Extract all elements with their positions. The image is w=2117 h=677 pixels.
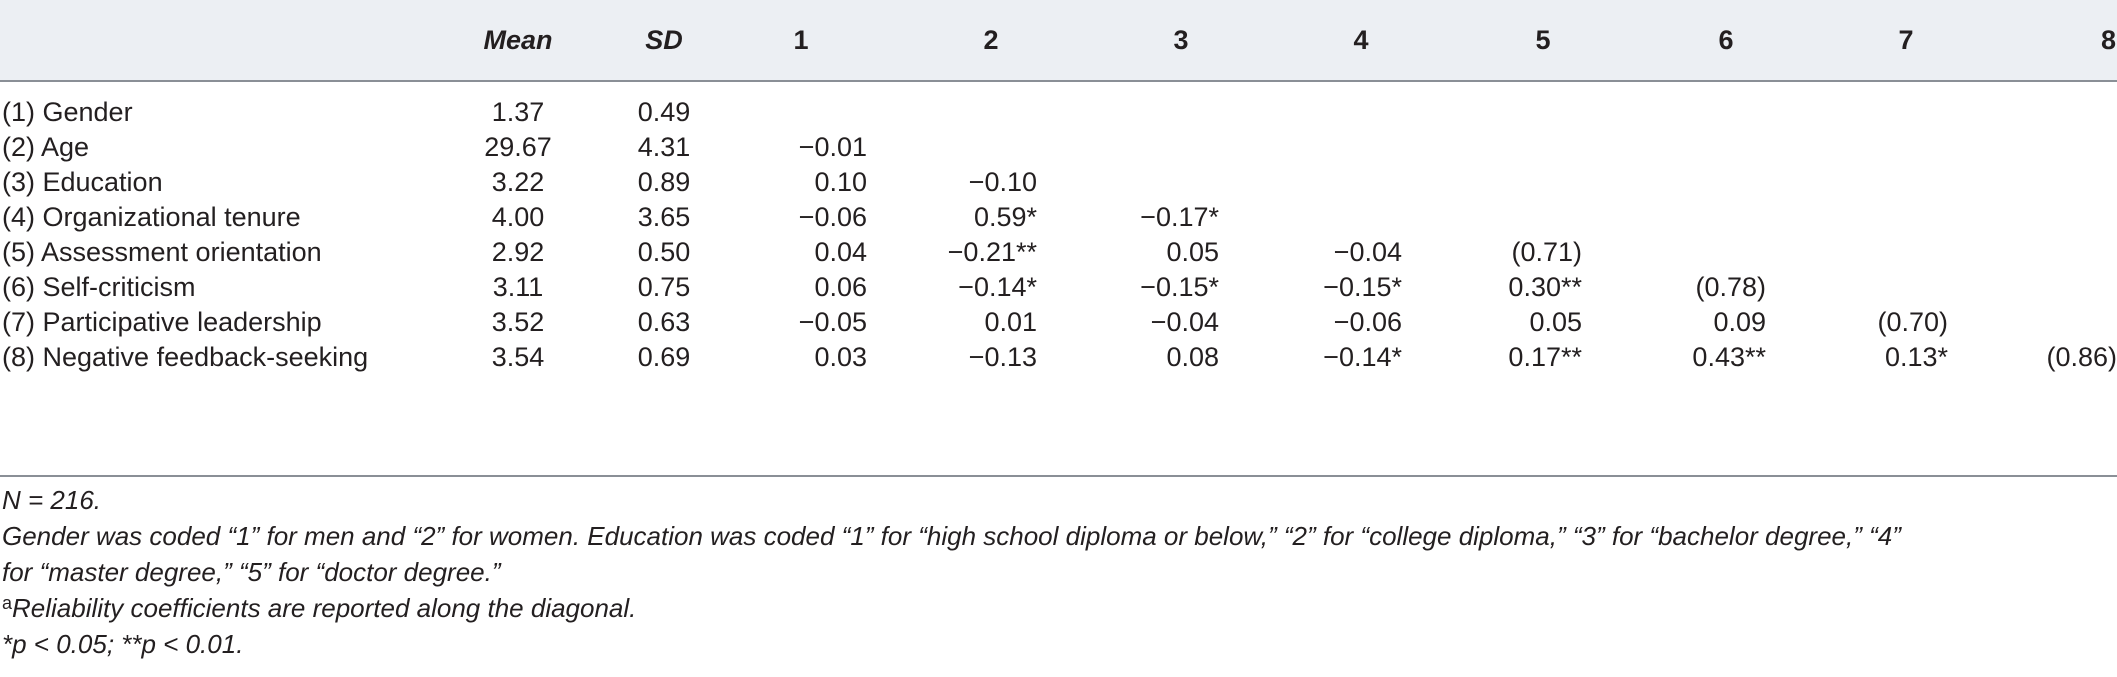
row-corr-col-8: (0.86)	[2046, 342, 2117, 372]
table-row: (5) Assessment orientation 2.92 0.50 0.04 −0…	[0, 229, 2117, 276]
header-sd: SD	[645, 25, 683, 55]
row-mean: 3.52	[491, 307, 545, 337]
row-label: (2) Age	[2, 132, 90, 162]
header-col-1: 1	[793, 25, 809, 55]
table-top-rule	[0, 80, 2117, 82]
table-row: (1) Gender 1.37 0.49	[0, 89, 2117, 136]
row-corr-col-1: 0.04	[814, 237, 867, 267]
row-mean: 3.11	[492, 272, 544, 302]
table-row: (6) Self-criticism 3.11 0.75 0.06 −0.14* −0.1…	[0, 264, 2117, 311]
row-corr-col-3: 0.08	[1166, 342, 1219, 372]
row-corr-col-4: −0.04	[1333, 237, 1402, 267]
row-corr-col-4: −0.15*	[1323, 272, 1402, 302]
row-sd: 0.89	[637, 167, 691, 197]
note-reliability: aReliability coefficients are reported a…	[2, 590, 2112, 626]
row-corr-col-1: 0.06	[814, 272, 867, 302]
row-label: (6) Self-criticism	[2, 272, 196, 302]
row-sd: 3.65	[637, 202, 691, 232]
row-label: (7) Participative leadership	[2, 307, 322, 337]
table-notes: N = 216. Gender was coded “1” for men an…	[2, 482, 2112, 662]
header-col-3: 3	[1173, 25, 1189, 55]
header-col-7: 7	[1898, 25, 1914, 55]
row-corr-col-5: 0.17**	[1508, 342, 1582, 372]
row-corr-col-5: 0.30**	[1508, 272, 1582, 302]
table-row: (8) Negative feedback-seeking 3.54 0.69 0.0…	[0, 334, 2117, 381]
note-reliability-text: Reliability coefficients are reported al…	[12, 593, 637, 623]
row-corr-col-6: 0.43**	[1692, 342, 1766, 372]
row-corr-col-3: −0.15*	[1140, 272, 1219, 302]
table-row: (3) Education 3.22 0.89 0.10 −0.10	[0, 159, 2117, 206]
note-significance: *p < 0.05; **p < 0.01.	[2, 629, 244, 659]
row-corr-col-7: 0.13*	[1884, 342, 1948, 372]
header-col-2: 2	[983, 25, 999, 55]
row-corr-col-4: −0.14*	[1323, 342, 1402, 372]
note-sample-size: N = 216.	[2, 485, 102, 515]
row-sd: 0.49	[637, 97, 691, 127]
row-corr-col-2: −0.21**	[947, 237, 1037, 267]
note-reliability-mark: a	[2, 593, 13, 613]
row-corr-col-3: −0.17*	[1140, 202, 1219, 232]
table-row: (7) Participative leadership 3.52 0.63 −0.0…	[0, 299, 2117, 346]
row-corr-col-2: −0.10	[968, 167, 1037, 197]
row-corr-col-2: −0.13	[968, 342, 1037, 372]
row-corr-col-3: 0.05	[1166, 237, 1219, 267]
row-corr-col-1: −0.01	[798, 132, 867, 162]
row-label: (5) Assessment orientation	[2, 237, 322, 267]
row-sd: 0.69	[637, 342, 691, 372]
header-mean: Mean	[483, 25, 553, 55]
row-corr-col-6: 0.09	[1713, 307, 1766, 337]
row-corr-col-2: −0.14*	[958, 272, 1037, 302]
row-sd: 0.75	[637, 272, 691, 302]
row-sd: 4.31	[637, 132, 691, 162]
note-coding-line-2: for “master degree,” “5” for “doctor deg…	[2, 557, 501, 587]
row-mean: 3.22	[491, 167, 545, 197]
header-col-8: 8	[2100, 25, 2116, 55]
row-sd: 0.63	[637, 307, 691, 337]
row-mean: 2.92	[491, 237, 545, 267]
row-label: (1) Gender	[2, 97, 133, 127]
row-corr-col-2: 0.59*	[973, 202, 1037, 232]
row-corr-col-1: −0.06	[798, 202, 867, 232]
row-corr-col-4: −0.06	[1333, 307, 1402, 337]
row-label: (4) Organizational tenure	[2, 202, 301, 232]
row-corr-col-1: −0.05	[798, 307, 867, 337]
table-header-row: Mean SD 1 2 3 4 5 6 7 8	[0, 17, 2117, 64]
row-mean: 4.00	[491, 202, 545, 232]
row-corr-col-2: 0.01	[984, 307, 1037, 337]
row-label: (8) Negative feedback-seeking	[2, 342, 369, 372]
table-row: (2) Age 29.67 4.31 −0.01	[0, 124, 2117, 171]
row-corr-col-5: (0.71)	[1511, 237, 1582, 267]
row-corr-col-6: (0.78)	[1695, 272, 1766, 302]
row-corr-col-3: −0.04	[1150, 307, 1219, 337]
row-corr-col-1: 0.10	[814, 167, 867, 197]
row-corr-col-1: 0.03	[814, 342, 867, 372]
row-label: (3) Education	[2, 167, 163, 197]
row-corr-col-7: (0.70)	[1877, 307, 1948, 337]
row-sd: 0.50	[637, 237, 691, 267]
row-corr-col-5: 0.05	[1529, 307, 1582, 337]
header-col-6: 6	[1718, 25, 1734, 55]
row-mean: 1.37	[491, 97, 545, 127]
table-row: (4) Organizational tenure 4.00 3.65 −0.06 0.…	[0, 194, 2117, 241]
note-coding-line-1: Gender was coded “1” for men and “2” for…	[2, 521, 1901, 551]
table-bottom-rule	[0, 475, 2117, 477]
header-col-4: 4	[1353, 25, 1369, 55]
row-mean: 3.54	[491, 342, 545, 372]
header-col-5: 5	[1535, 25, 1551, 55]
table-header-band	[0, 0, 2117, 80]
row-mean: 29.67	[484, 132, 552, 162]
